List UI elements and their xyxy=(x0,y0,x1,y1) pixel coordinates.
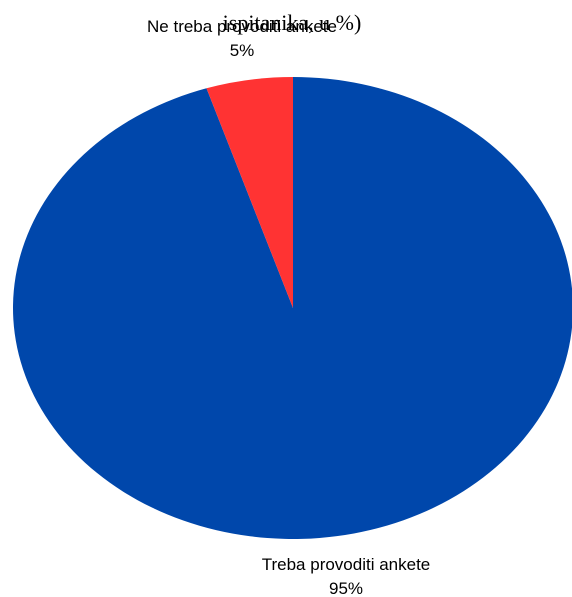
slice-label-2: Ne treba provoditi ankete xyxy=(147,17,337,36)
pie-slice-1 xyxy=(13,77,572,539)
pie-slices xyxy=(13,77,572,539)
pie-slice-2 xyxy=(206,77,293,308)
slice-label-1: Treba provoditi ankete xyxy=(262,555,431,574)
slice-value-label-2: 5% xyxy=(230,41,255,60)
pie-labels: Treba provoditi ankete 95% Ne treba provod… xyxy=(147,17,430,597)
chart-title: ispitanika, u %) xyxy=(223,10,362,35)
slice-value-label-1: 95% xyxy=(329,579,363,597)
